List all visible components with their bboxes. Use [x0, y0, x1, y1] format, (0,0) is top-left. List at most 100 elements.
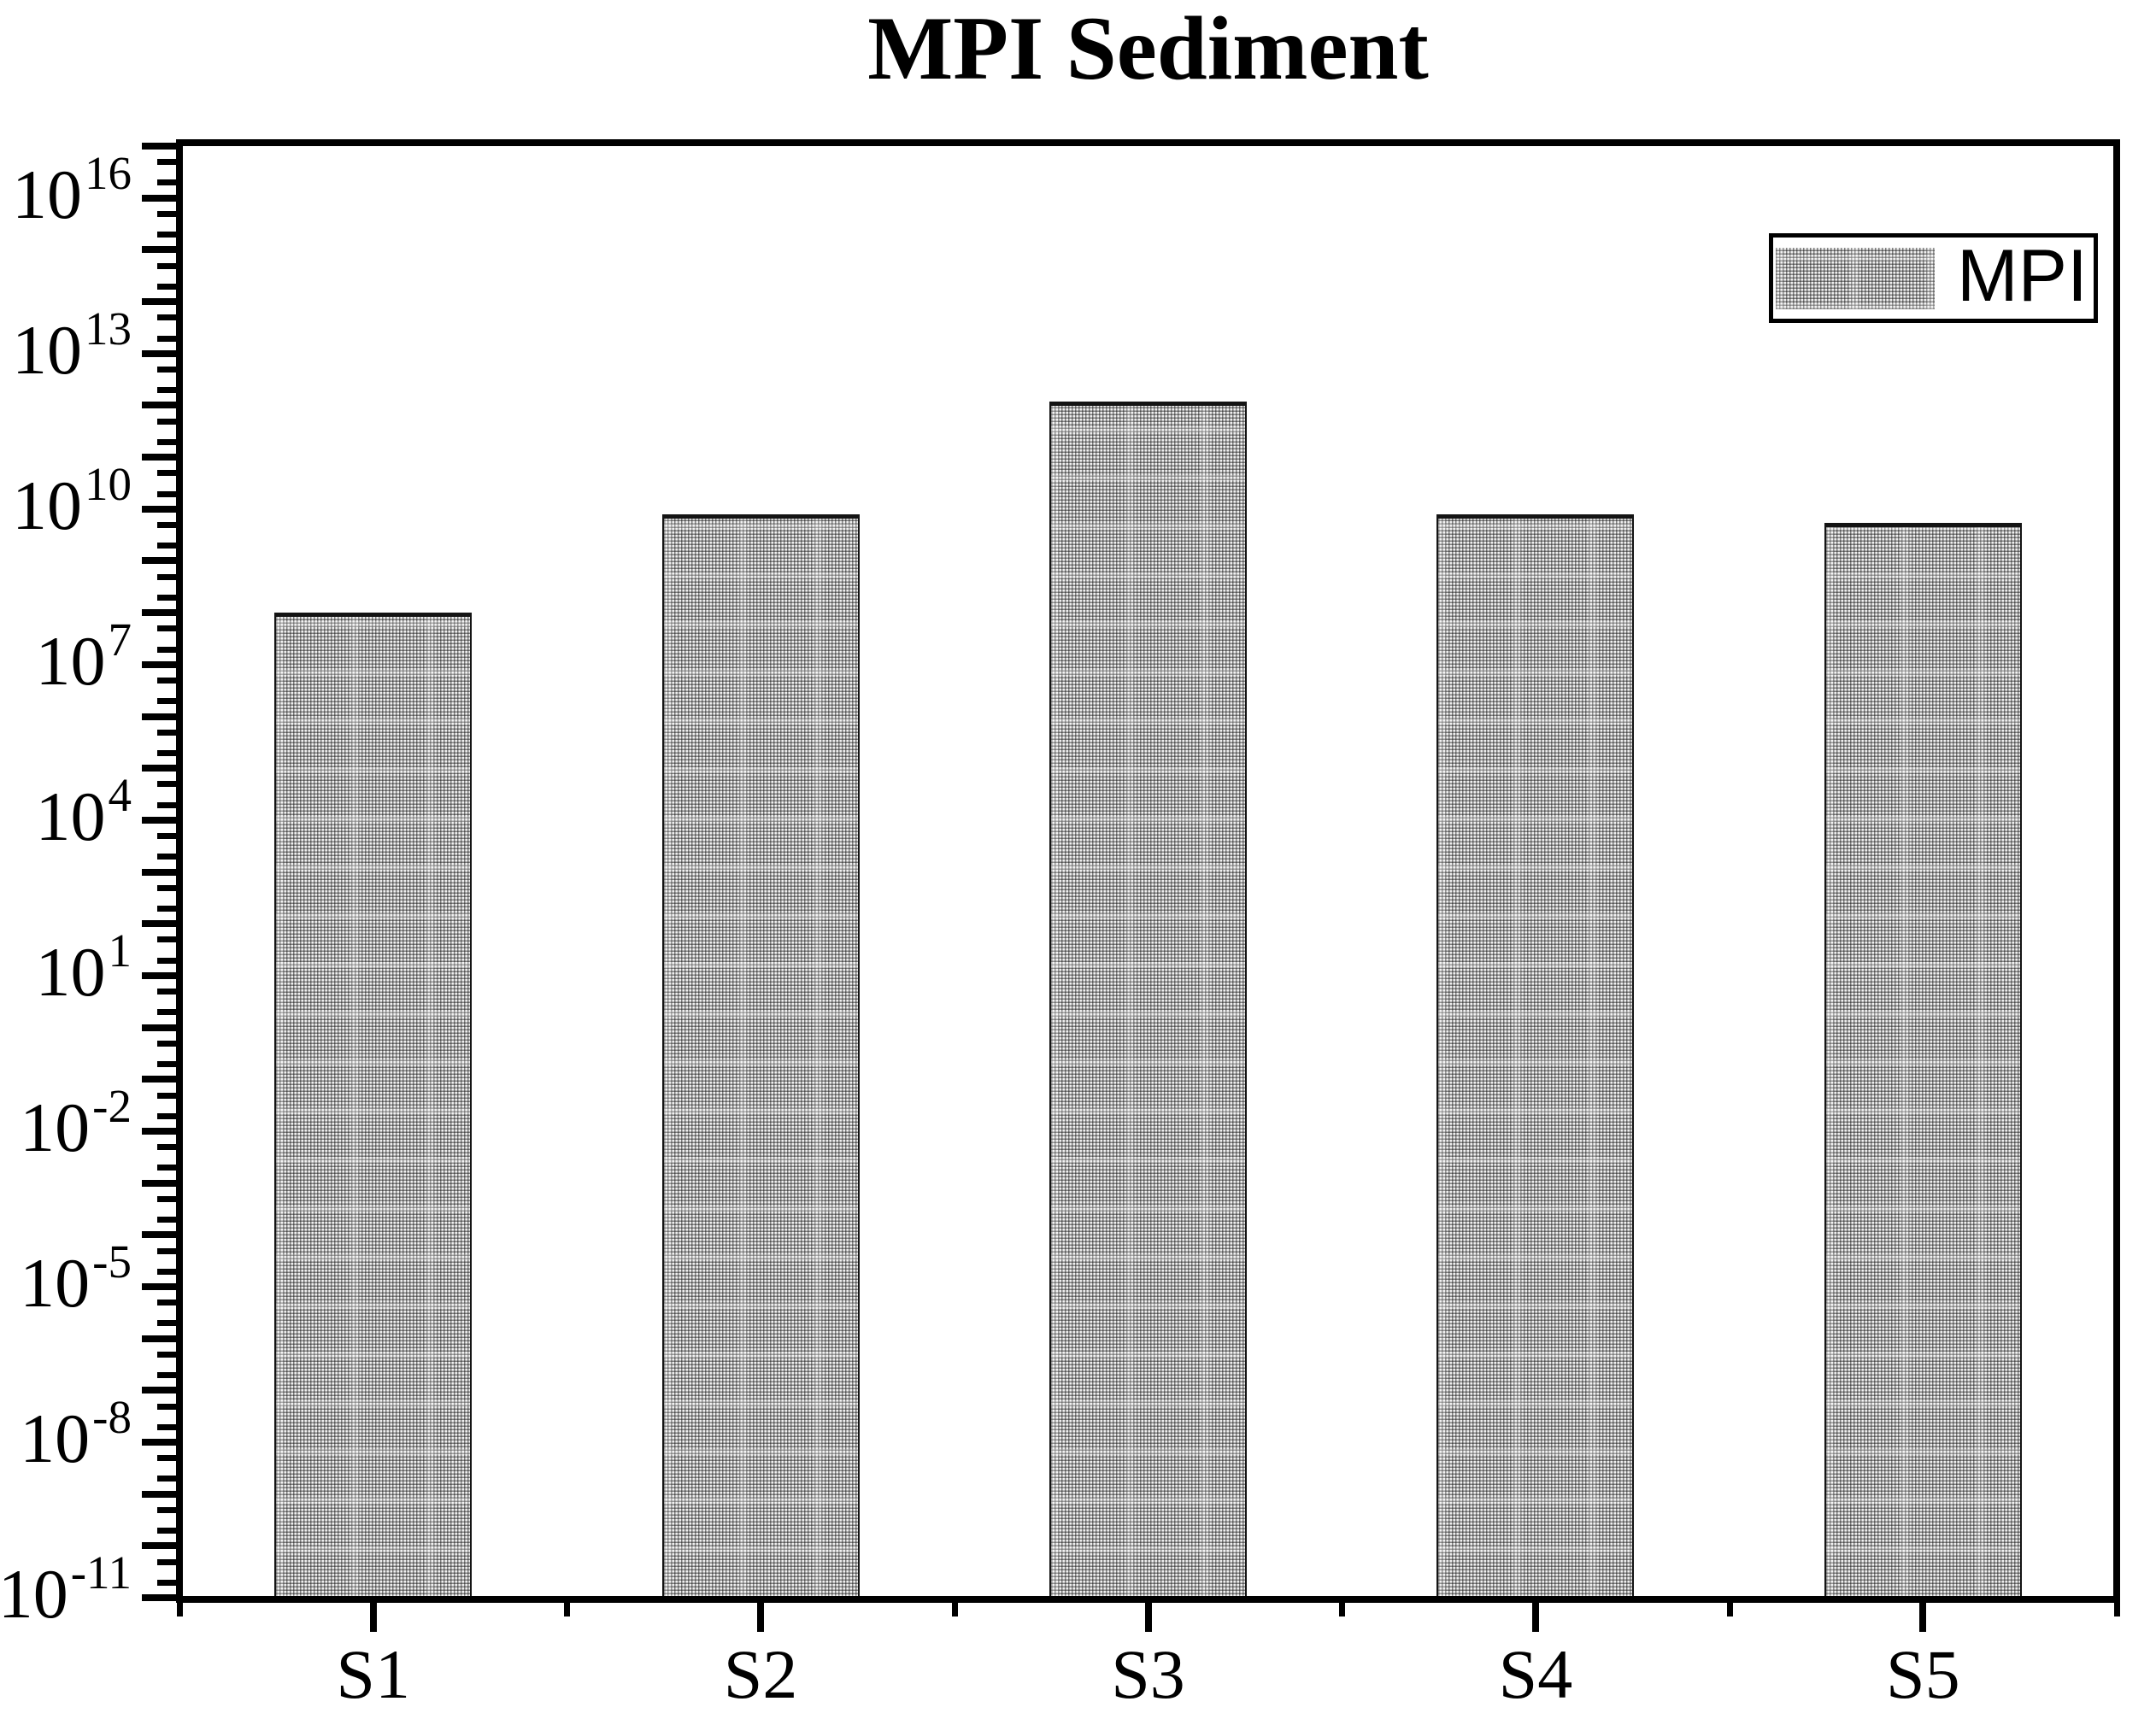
x-tick-label: S4	[1498, 1635, 1573, 1713]
legend-label: MPI	[1957, 234, 2088, 317]
bar-s5	[1824, 523, 2022, 1603]
y-tick-label-exponent: -2	[92, 1079, 132, 1132]
bar-s4	[1436, 514, 1634, 1603]
x-tick-label: S3	[1111, 1635, 1185, 1713]
y-axis-major-tick	[142, 1282, 179, 1290]
y-axis-minor-tick	[157, 1009, 179, 1016]
y-axis-minor-tick	[157, 884, 179, 891]
y-axis-major-tick	[142, 349, 179, 357]
legend: MPI	[1769, 233, 2098, 323]
y-tick-label-base: 10	[35, 777, 106, 855]
y-axis-minor-tick	[157, 905, 179, 912]
y-axis-minor-tick	[157, 1040, 179, 1047]
y-tick-label-exponent: 7	[108, 613, 132, 666]
y-axis-major-tick	[142, 713, 179, 720]
y-axis-minor-tick	[157, 1372, 179, 1379]
y-tick-label-exponent: -8	[92, 1390, 132, 1443]
y-axis-minor-tick	[157, 335, 179, 342]
y-tick-label-exponent: 1	[108, 924, 132, 977]
y-tick-label: 10 1	[36, 927, 132, 1007]
y-axis-major-tick	[142, 1335, 179, 1342]
y-axis-major-tick	[142, 505, 179, 513]
y-axis-major-tick	[142, 194, 179, 202]
y-tick-label: 10 7	[35, 616, 132, 700]
y-axis-major-tick	[142, 1127, 179, 1135]
y-axis-minor-tick	[157, 1300, 179, 1306]
y-axis-major-tick	[142, 971, 179, 979]
y-tick-label-base: 10	[12, 310, 82, 389]
y-axis-minor-tick	[157, 159, 179, 166]
y-axis-minor-tick	[157, 1528, 179, 1534]
y-tick-label-base: 10	[35, 621, 106, 700]
x-axis-minor-tick	[564, 1598, 571, 1616]
y-tick-label: 10 10	[12, 461, 132, 544]
y-tick-label-base: 10	[12, 466, 82, 544]
y-axis-minor-tick	[157, 1247, 179, 1254]
y-axis-minor-tick	[157, 314, 179, 321]
y-axis-minor-tick	[157, 957, 179, 964]
y-axis-minor-tick	[157, 781, 179, 788]
y-axis-minor-tick	[157, 1506, 179, 1513]
x-axis-major-tick	[1531, 1598, 1539, 1632]
y-axis-major-tick	[142, 298, 179, 306]
y-tick-label-base: 10	[20, 1399, 91, 1477]
x-axis-minor-tick	[177, 1598, 183, 1616]
y-tick-label: 10 -8	[20, 1393, 132, 1477]
y-axis-minor-tick	[157, 854, 179, 860]
y-axis-minor-tick	[157, 1423, 179, 1430]
y-axis-minor-tick	[157, 729, 179, 736]
y-axis-minor-tick	[157, 1092, 179, 1099]
y-axis-major-tick	[142, 1231, 179, 1239]
y-axis-minor-tick	[157, 1144, 179, 1151]
x-axis-major-tick	[1919, 1598, 1927, 1632]
bar-s2	[662, 514, 860, 1603]
y-axis-major-tick	[142, 1076, 179, 1083]
y-axis-minor-tick	[157, 1455, 179, 1462]
y-axis-minor-tick	[157, 367, 179, 373]
y-axis-minor-tick	[157, 646, 179, 653]
y-tick-label-exponent: 10	[85, 457, 132, 510]
y-tick-label: 10 16	[12, 150, 132, 230]
y-axis-major-tick	[142, 920, 179, 928]
y-axis-minor-tick	[157, 801, 179, 808]
y-axis-minor-tick	[157, 232, 179, 238]
x-axis-minor-tick	[951, 1598, 958, 1616]
y-axis-minor-tick	[157, 1476, 179, 1482]
y-axis-minor-tick	[157, 1112, 179, 1119]
y-axis-major-tick	[142, 1542, 179, 1550]
y-axis-major-tick	[142, 1179, 179, 1187]
x-axis-major-tick	[1144, 1598, 1152, 1632]
y-tick-label-exponent: 16	[85, 146, 132, 199]
y-axis-minor-tick	[157, 179, 179, 186]
y-axis-major-tick	[142, 557, 179, 565]
y-axis-minor-tick	[157, 387, 179, 394]
y-axis-major-tick	[142, 1024, 179, 1031]
y-axis-minor-tick	[157, 1403, 179, 1410]
x-axis-minor-tick	[1339, 1598, 1346, 1616]
y-axis-minor-tick	[157, 283, 179, 290]
y-axis-minor-tick	[157, 1165, 179, 1171]
y-axis-major-tick	[142, 246, 179, 254]
y-axis-minor-tick	[157, 490, 179, 497]
x-tick-label: S5	[1885, 1635, 1960, 1713]
x-axis-minor-tick	[1726, 1598, 1733, 1616]
y-tick-label-base: 10	[0, 1555, 68, 1633]
y-axis-major-tick	[142, 765, 179, 772]
x-axis-minor-tick	[2114, 1598, 2120, 1616]
y-axis-minor-tick	[157, 543, 179, 549]
y-axis-major-tick	[142, 143, 179, 150]
y-axis-major-tick	[142, 1594, 179, 1601]
y-tick-label-exponent: -11	[70, 1546, 132, 1599]
y-tick-label: 10 -11	[0, 1549, 132, 1633]
y-axis-minor-tick	[157, 1579, 179, 1586]
y-axis-major-tick	[142, 1387, 179, 1394]
x-axis-major-tick	[757, 1598, 765, 1632]
y-tick-label: 10 -2	[20, 1083, 132, 1163]
y-tick-label: 10 4	[35, 772, 132, 855]
y-axis-minor-tick	[157, 211, 179, 217]
y-tick-label-exponent: 4	[108, 768, 132, 821]
y-axis-minor-tick	[157, 594, 179, 601]
y-axis-minor-tick	[157, 418, 179, 425]
y-tick-label-base: 10	[20, 1243, 91, 1322]
